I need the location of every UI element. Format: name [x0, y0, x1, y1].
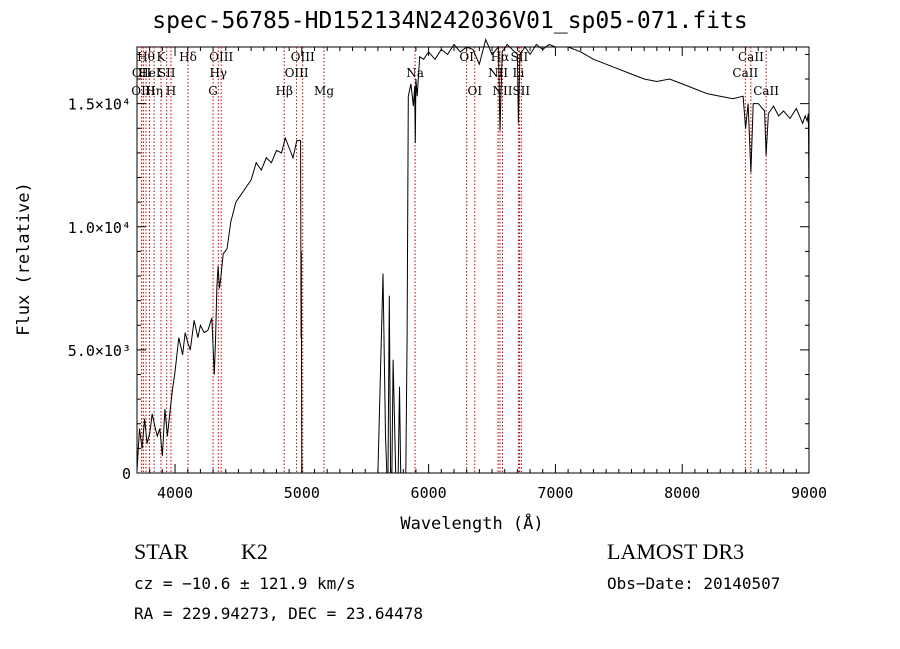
line-label: NII [493, 84, 513, 98]
line-label: OIII [291, 50, 315, 64]
line-label: OI [459, 50, 474, 64]
y-axis-label: Flux (relative) [14, 182, 34, 336]
line-label: SII [511, 50, 529, 64]
line-label: SII [158, 66, 176, 80]
line-label: G [208, 84, 218, 98]
plot-frame [136, 46, 810, 474]
line-label: CaII [732, 66, 758, 80]
y-tick-label: 1.0×10⁴ [68, 219, 131, 237]
line-label: Hγ [209, 66, 227, 80]
x-tick-label: 8000 [664, 484, 700, 502]
spectral-subclass: K2 [241, 539, 268, 564]
line-label: NII [488, 66, 508, 80]
x-axis-label: Wavelength (Å) [400, 512, 543, 534]
spectral-class: STAR [134, 539, 189, 564]
ra-dec: RA = 229.94273, DEC = 23.64478 [134, 604, 423, 623]
survey-name: LAMOST DR3 [607, 539, 744, 564]
line-label: HeI [138, 66, 161, 80]
spectrum-series [136, 38, 810, 474]
line-label: K [156, 50, 166, 64]
line-label: CaII [738, 50, 764, 64]
line-label: OI [467, 84, 482, 98]
line-label: OIII [285, 66, 309, 80]
line-label: Hα [491, 50, 510, 64]
line-label: SII [512, 84, 530, 98]
line-labels: OII OIII Hθ HeI Hη K SII H Hδ G Hγ OIII Hβ OIII OIII Mg… [131, 50, 779, 98]
x-tick-label: 5000 [284, 484, 320, 502]
line-label: Hη [145, 84, 163, 98]
line-label: Na [406, 66, 424, 80]
axis-ticks: 4000 5000 6000 7000 8000 9000 0 5.0×10³ 1.0×10⁴ 1… [68, 47, 827, 502]
spectrum-line [136, 38, 810, 474]
line-label: Hθ [137, 50, 155, 64]
x-tick-label: 4000 [157, 484, 193, 502]
x-tick-label: 6000 [411, 484, 447, 502]
chart-title: spec-56785-HD152134N242036V01_sp05-071.f… [152, 8, 748, 34]
line-label: OIII [131, 84, 155, 98]
x-tick-label: 9000 [791, 484, 827, 502]
line-label: Li [512, 66, 524, 80]
line-label: Hδ [179, 50, 197, 64]
x-tick-label: 7000 [537, 484, 573, 502]
y-tick-label: 0 [122, 465, 131, 483]
redshift-velocity: cz = −10.6 ± 121.9 km/s [134, 574, 356, 593]
line-markers [141, 47, 767, 473]
line-label: CaII [753, 84, 779, 98]
y-tick-label: 5.0×10³ [68, 342, 131, 360]
y-tick-label: 1.5×10⁴ [68, 96, 131, 114]
obs-date: Obs−Date: 20140507 [607, 574, 780, 593]
line-label: Hβ [276, 84, 293, 98]
line-label: OII [132, 66, 152, 80]
line-label: H [166, 84, 176, 98]
line-label: Mg [314, 84, 334, 98]
line-label: OIII [209, 50, 233, 64]
